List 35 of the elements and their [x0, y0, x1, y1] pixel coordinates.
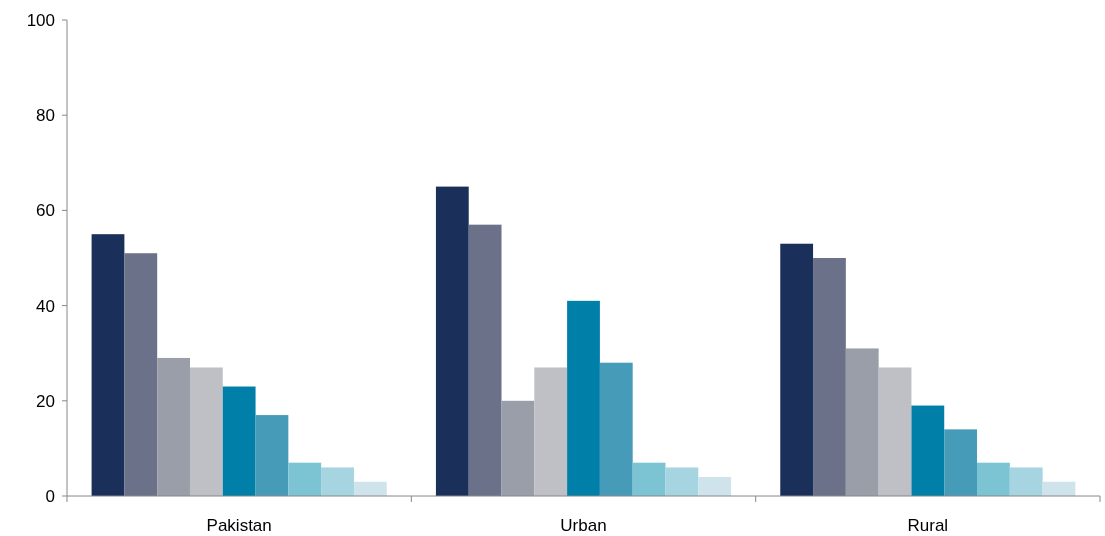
bar — [353, 481, 387, 496]
bar — [1009, 467, 1043, 496]
bar — [255, 415, 289, 496]
bar — [780, 243, 814, 496]
y-tick-label: 100 — [26, 10, 55, 30]
bar — [665, 467, 699, 496]
bar — [813, 258, 846, 496]
bar — [157, 357, 190, 496]
x-tick-label: Pakistan — [206, 516, 272, 535]
x-tick-label: Urban — [560, 516, 607, 535]
bar — [468, 224, 502, 496]
bar — [599, 362, 633, 496]
bar — [288, 462, 322, 496]
bar — [321, 467, 354, 496]
bar — [534, 367, 568, 496]
bar — [977, 462, 1010, 496]
bar — [845, 348, 879, 496]
bar — [944, 429, 978, 496]
bar — [878, 367, 912, 496]
bar — [567, 300, 600, 496]
y-tick-label: 80 — [36, 106, 55, 126]
bar — [91, 234, 125, 496]
bar — [222, 386, 256, 496]
bar — [911, 405, 945, 496]
y-tick-label: 20 — [36, 391, 55, 411]
y-tick-label: 40 — [36, 296, 55, 316]
y-tick-label: 60 — [36, 201, 55, 221]
x-tick-label: Rural — [907, 516, 949, 535]
bar — [698, 476, 732, 496]
y-tick-label: 0 — [45, 486, 55, 506]
bar — [632, 462, 666, 496]
bar — [501, 400, 535, 496]
bar — [124, 253, 158, 496]
bar — [435, 186, 469, 496]
bar — [189, 367, 223, 496]
